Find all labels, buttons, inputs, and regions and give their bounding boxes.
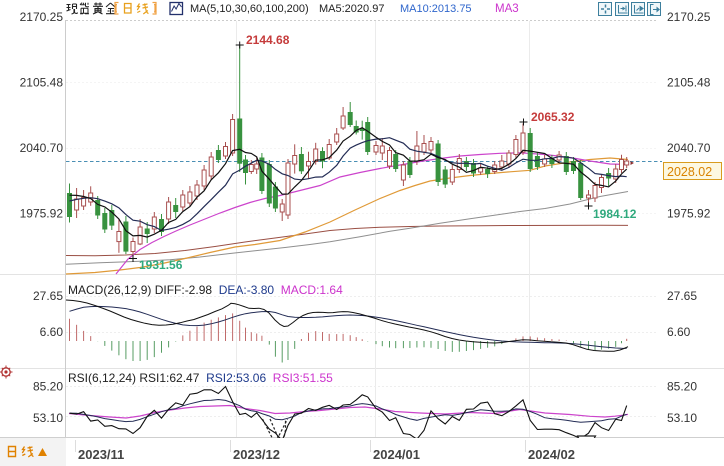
svg-text:6.60: 6.60 [40,325,64,339]
svg-text:MA10:2013.75: MA10:2013.75 [400,3,472,15]
svg-text:2040.70: 2040.70 [20,141,64,155]
svg-text:1931.56: 1931.56 [139,258,183,272]
svg-text:RSI(6,12,24) RSI1:62.47 RSI2:: RSI(6,12,24) RSI1:62.47 RSI2:53.06 RSI3:… [68,371,333,385]
svg-text:MA5:2020.97: MA5:2020.97 [319,3,384,15]
svg-text:2024/01: 2024/01 [373,447,420,462]
svg-text:MACD(26,12,9) DIFF:-2.98 DEA:: MACD(26,12,9) DIFF:-2.98 DEA:-3.80 MACD:… [68,283,343,297]
svg-text:53.10: 53.10 [33,411,63,425]
svg-text:2040.70: 2040.70 [667,141,711,155]
svg-text:6.60: 6.60 [667,325,691,339]
svg-text:27.65: 27.65 [33,289,63,303]
svg-text:85.20: 85.20 [667,380,697,394]
svg-text:53.10: 53.10 [667,411,697,425]
svg-text:2028.02: 2028.02 [667,165,712,179]
svg-text:2105.48: 2105.48 [20,76,64,90]
svg-text:2144.68: 2144.68 [246,33,290,47]
svg-text:2024/02: 2024/02 [528,447,575,462]
svg-text:MA(5,10,30,60,100,200): MA(5,10,30,60,100,200) [190,3,309,15]
svg-text:2023/11: 2023/11 [78,447,124,462]
svg-text:2023/12: 2023/12 [233,447,280,462]
svg-text:2170.25: 2170.25 [667,10,711,24]
svg-text:1975.92: 1975.92 [667,207,711,221]
svg-text:2170.25: 2170.25 [20,10,64,24]
svg-text:2105.48: 2105.48 [667,76,711,90]
svg-text:2065.32: 2065.32 [531,110,575,124]
svg-text:27.65: 27.65 [667,289,697,303]
svg-text:MA3: MA3 [495,3,519,15]
svg-text:85.20: 85.20 [33,380,63,394]
svg-text:1984.12: 1984.12 [593,207,637,221]
svg-text:1975.92: 1975.92 [20,207,64,221]
